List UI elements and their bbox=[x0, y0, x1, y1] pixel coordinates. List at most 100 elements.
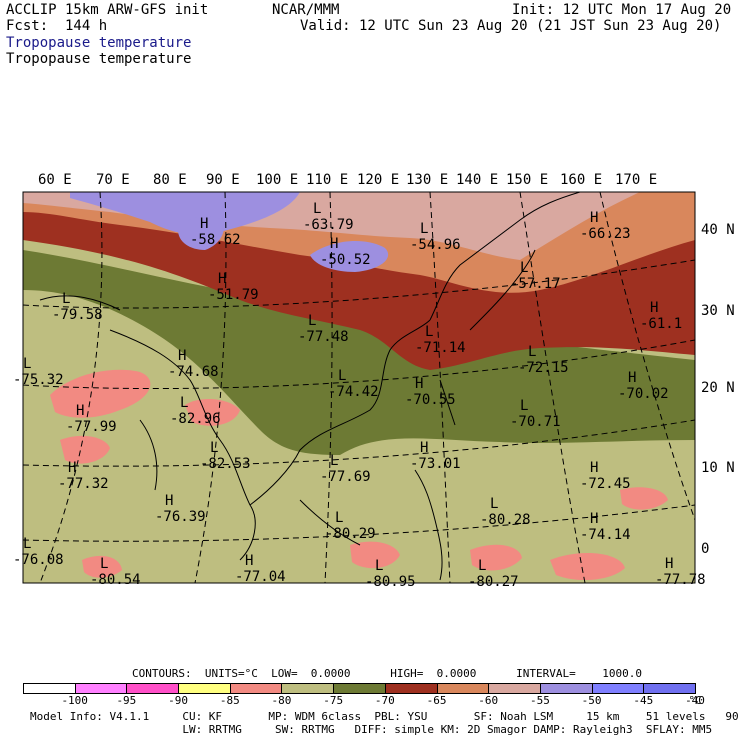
lat-label: 20 N bbox=[701, 380, 735, 396]
extremum-value: -77.48 bbox=[298, 329, 349, 345]
extremum-symbol: L bbox=[210, 440, 218, 456]
colorbar-bin bbox=[591, 683, 645, 694]
extremum-symbol: H bbox=[665, 556, 673, 572]
extremum-value: -82.96 bbox=[170, 411, 221, 427]
extremum-value: -77.04 bbox=[235, 569, 286, 585]
colorbar-tick-label: -65 bbox=[426, 694, 447, 707]
colorbar-unit: °C bbox=[688, 694, 702, 707]
extremum-symbol: H bbox=[628, 370, 636, 386]
extremum-value: -77.78 bbox=[655, 572, 706, 588]
lat-label: 0 bbox=[701, 541, 709, 557]
longitude-labels: 60 E 70 E 80 E 90 E 100 E 110 E 120 E 130 E 140 … bbox=[38, 172, 657, 188]
extremum-value: -80.54 bbox=[90, 572, 141, 588]
extremum-value: -82.53 bbox=[200, 456, 251, 472]
lon-label: 80 E bbox=[153, 172, 187, 188]
colorbar-tick-label: -80 bbox=[271, 694, 292, 707]
lon-label: 130 E bbox=[406, 172, 448, 188]
extremum-symbol: L bbox=[180, 395, 188, 411]
extremum-value: -66.23 bbox=[580, 226, 631, 242]
extremum-symbol: L bbox=[520, 260, 528, 276]
colorbar-bin bbox=[539, 683, 593, 694]
lon-label: 170 E bbox=[615, 172, 657, 188]
extremum-value: -58.62 bbox=[190, 232, 241, 248]
lat-label: 10 N bbox=[701, 460, 735, 476]
colorbar-tick-label: -60 bbox=[478, 694, 499, 707]
colorbar-tick-label: -75 bbox=[323, 694, 344, 707]
map-frame bbox=[22, 191, 696, 584]
colorbar-bin bbox=[23, 683, 76, 694]
extremum-value: -74.68 bbox=[168, 364, 219, 380]
extremum-symbol: H bbox=[415, 376, 423, 392]
colorbar-bin bbox=[643, 683, 696, 694]
extremum-symbol: H bbox=[590, 511, 598, 527]
extremum-symbol: L bbox=[338, 368, 346, 384]
extremum-symbol: L bbox=[425, 324, 433, 340]
extremum-value: -70.55 bbox=[405, 392, 456, 408]
extremum-value: -72.15 bbox=[518, 360, 569, 376]
lon-label: 70 E bbox=[96, 172, 130, 188]
extremum-symbol: L bbox=[308, 313, 316, 329]
extremum-value: -73.01 bbox=[410, 456, 461, 472]
extremum-value: -80.95 bbox=[365, 574, 416, 590]
extremum-value: -77.99 bbox=[66, 419, 117, 435]
extremum-value: -63.79 bbox=[303, 217, 354, 233]
extremum-symbol: L bbox=[23, 536, 31, 552]
lon-label: 110 E bbox=[306, 172, 348, 188]
extremum-value: -77.69 bbox=[320, 469, 371, 485]
model-title: ACCLIP 15km ARW-GFS init bbox=[6, 2, 209, 18]
extremum-value: -57.17 bbox=[510, 276, 561, 292]
field-title-blue: Tropopause temperature bbox=[6, 35, 192, 51]
colorbar-bin bbox=[384, 683, 438, 694]
lon-label: 140 E bbox=[456, 172, 498, 188]
extremum-symbol: H bbox=[178, 348, 186, 364]
extremum-symbol: H bbox=[218, 271, 226, 287]
extremum-value: -80.29 bbox=[325, 526, 376, 542]
extremum-symbol: H bbox=[420, 440, 428, 456]
extremum-symbol: H bbox=[590, 210, 598, 226]
lon-label: 100 E bbox=[256, 172, 298, 188]
colorbar-tick-label: -95 bbox=[116, 694, 137, 707]
extremum-value: -75.32 bbox=[13, 372, 64, 388]
extremum-symbol: L bbox=[490, 496, 498, 512]
shaded-field bbox=[23, 192, 695, 583]
extremum-value: -54.96 bbox=[410, 237, 461, 253]
colorbar-bin bbox=[74, 683, 128, 694]
colorbar-tick-label: -55 bbox=[529, 694, 550, 707]
extremum-symbol: L bbox=[420, 221, 428, 237]
colorbar-tick-label: -85 bbox=[219, 694, 240, 707]
extremum-symbol: L bbox=[313, 201, 321, 217]
colorbar-bin bbox=[281, 683, 335, 694]
lon-label: 120 E bbox=[357, 172, 399, 188]
extremum-value: -61.1 bbox=[640, 316, 682, 332]
extremum-value: -70.71 bbox=[510, 414, 561, 430]
contours-info: CONTOURS: UNITS=°C LOW= 0.0000 HIGH= 0.0… bbox=[132, 667, 642, 680]
org-label: NCAR/MMM bbox=[272, 2, 340, 18]
latitude-labels: 40 N 30 N 20 N 10 N 0 bbox=[701, 222, 735, 557]
lon-label: 160 E bbox=[560, 172, 602, 188]
colorbar-tick-label: -45 bbox=[633, 694, 654, 707]
colorbar-bin bbox=[178, 683, 231, 694]
colorbar-tick-label: -50 bbox=[581, 694, 602, 707]
extremum-symbol: L bbox=[62, 291, 70, 307]
extremum-symbol: L bbox=[520, 398, 528, 414]
lon-label: 90 E bbox=[206, 172, 240, 188]
extremum-value: -72.45 bbox=[580, 476, 631, 492]
extrema-markers: L-63.79H-58.62L-54.96H-50.52H-66.23L-57.… bbox=[13, 201, 706, 590]
colorbar-tick-label: -70 bbox=[374, 694, 395, 707]
lon-label: 150 E bbox=[506, 172, 548, 188]
extremum-symbol: L bbox=[100, 556, 108, 572]
extremum-value: -76.39 bbox=[155, 509, 206, 525]
extremum-value: -51.79 bbox=[208, 287, 259, 303]
extremum-symbol: L bbox=[375, 558, 383, 574]
colorbar-bin bbox=[488, 683, 541, 694]
colorbar-tick-label: -90 bbox=[168, 694, 188, 707]
extremum-symbol: L bbox=[335, 510, 343, 526]
lon-label: 60 E bbox=[38, 172, 72, 188]
colorbar-bin bbox=[333, 683, 386, 694]
extremum-value: -71.14 bbox=[415, 340, 466, 356]
forecast-hour: Fcst: 144 h bbox=[6, 18, 108, 34]
extremum-value: -80.27 bbox=[468, 574, 519, 590]
lat-label: 40 N bbox=[701, 222, 735, 238]
extremum-symbol: H bbox=[165, 493, 173, 509]
